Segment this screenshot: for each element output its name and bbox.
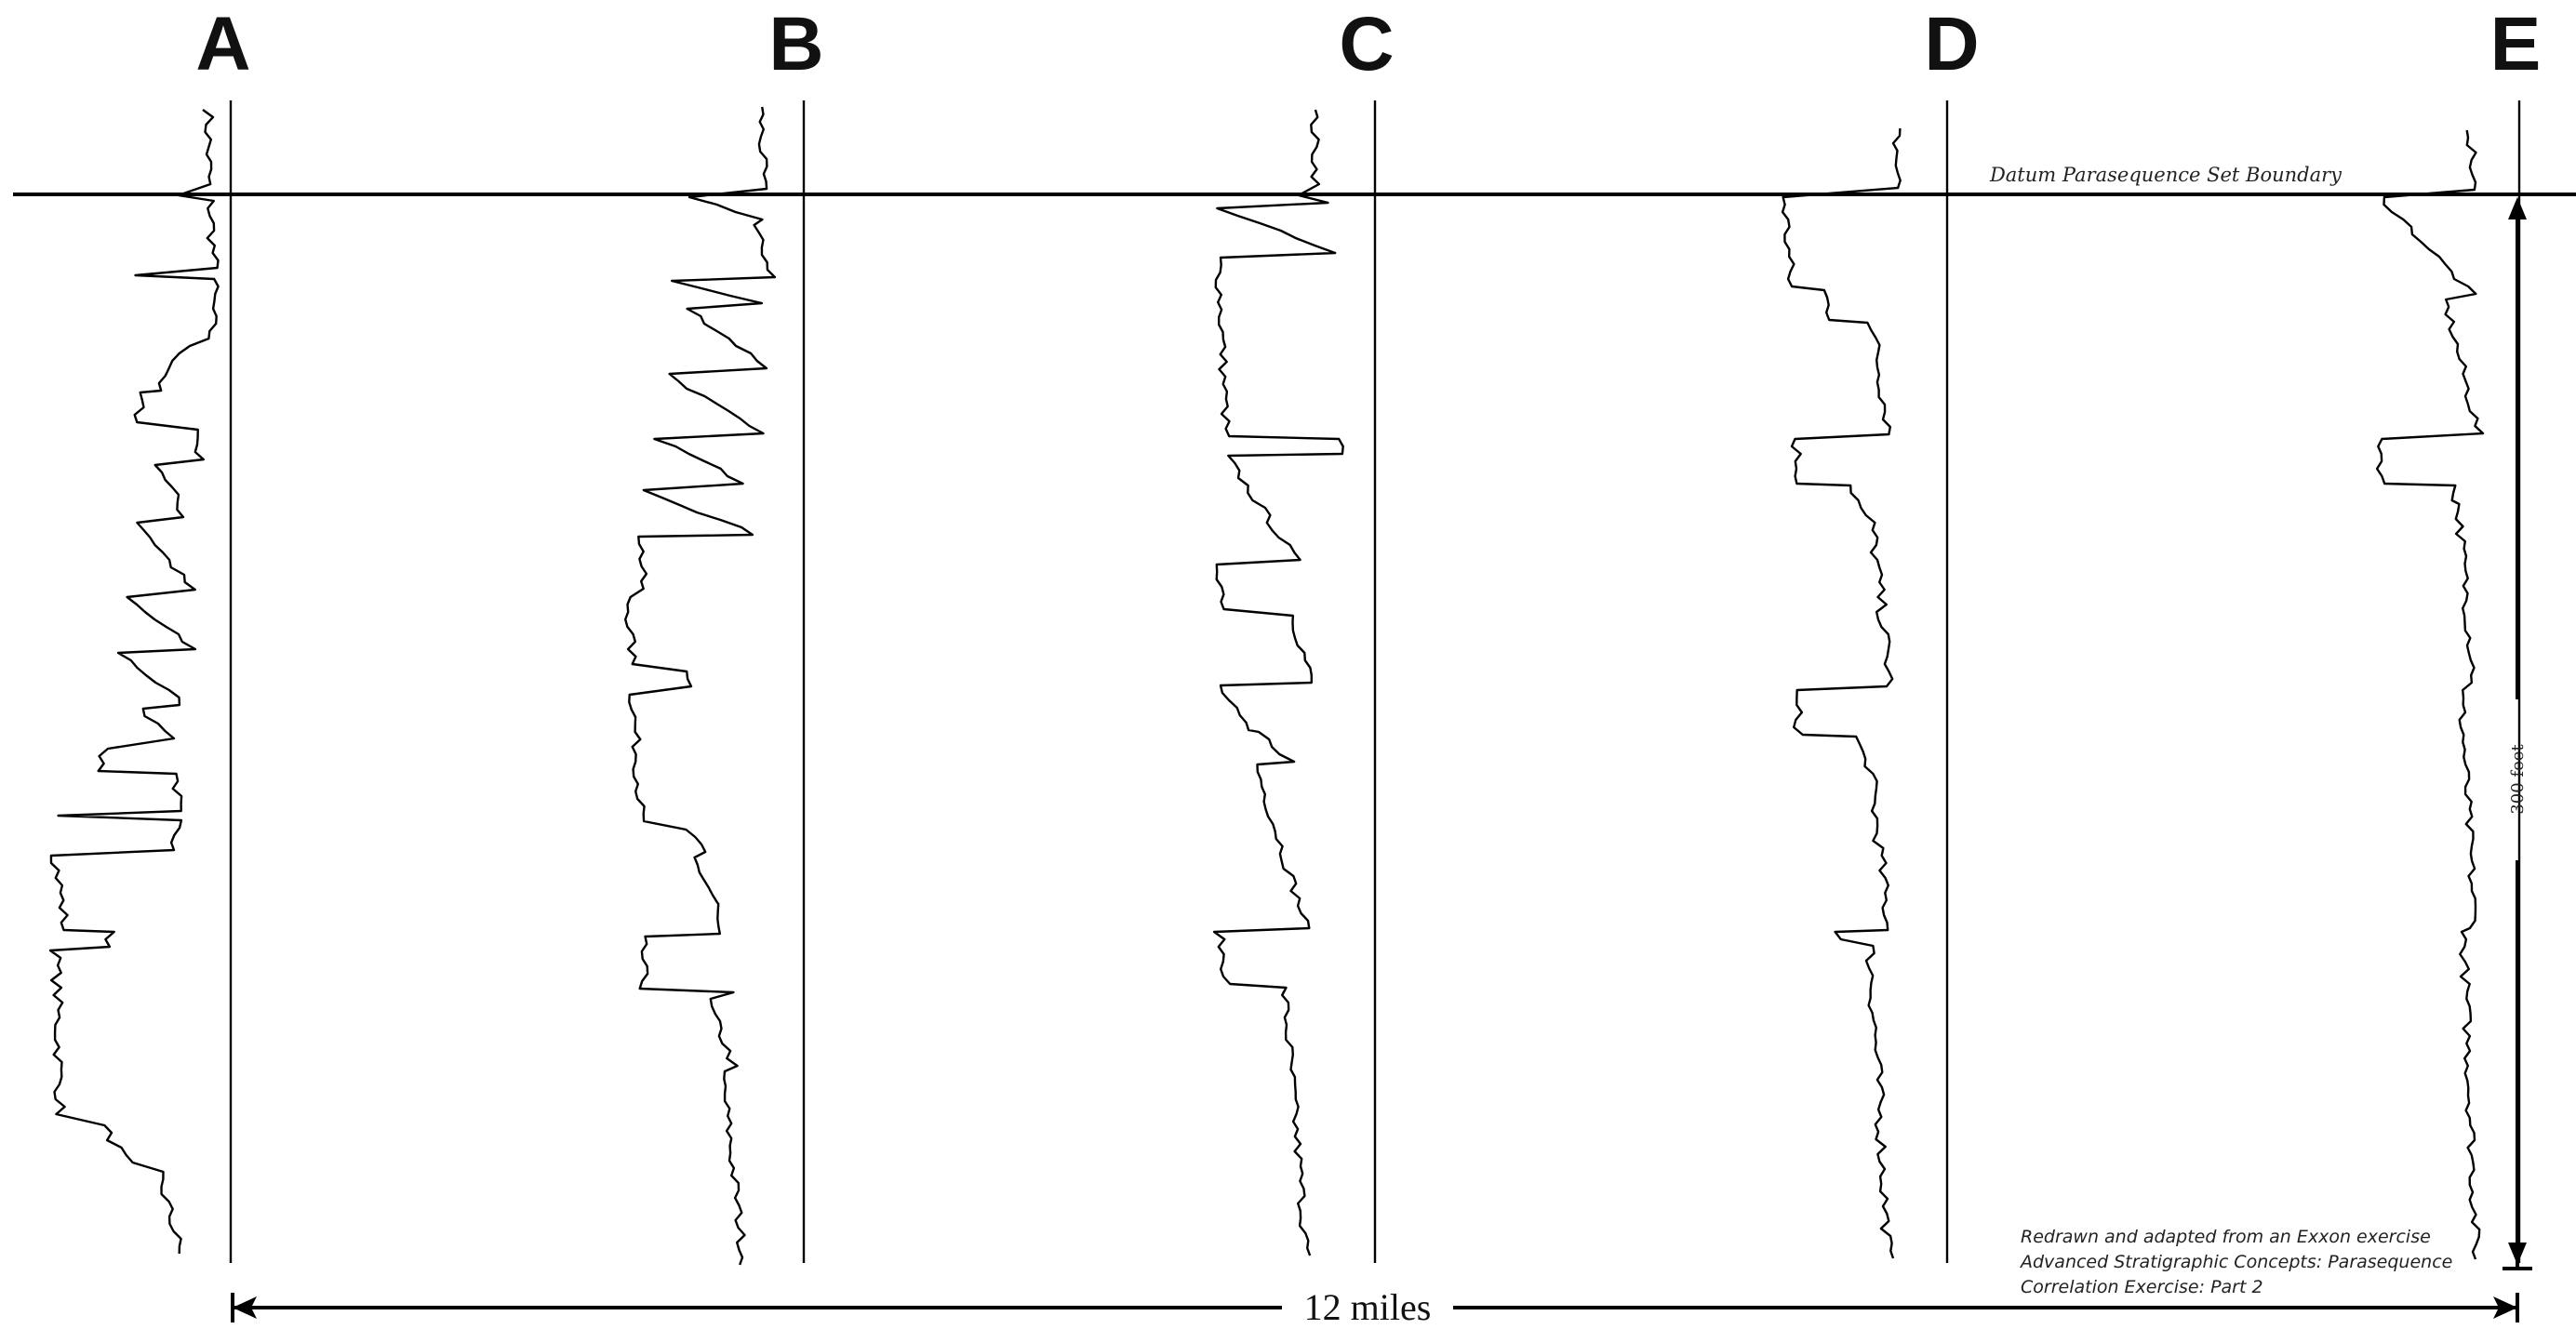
- well-label-c: C: [1339, 2, 1394, 86]
- scale-arrow-down-icon: [2508, 1243, 2527, 1265]
- credit-line-2: Advanced Stratigraphic Concepts: Paraseq…: [2019, 1252, 2452, 1272]
- horizontal-scale-label: 12 miles: [1304, 1286, 1432, 1328]
- scale-arrow-left-icon: [233, 1296, 257, 1319]
- vertical-scale-bar: 300 feet: [2503, 197, 2532, 1270]
- well-label-d: D: [1924, 2, 1979, 86]
- gamma-log-trace-e: [2375, 129, 2485, 1260]
- scale-arrow-right-icon: [2493, 1296, 2517, 1319]
- well-label-e: E: [2490, 2, 2542, 86]
- well-label-a: A: [195, 2, 250, 86]
- credit-line-3: Correlation Exercise: Part 2: [2021, 1277, 2263, 1297]
- gamma-log-trace-c: [1212, 109, 1344, 1256]
- datum-label: Datum Parasequence Set Boundary: [1989, 164, 2342, 186]
- gamma-log-trace-b: [624, 106, 777, 1266]
- well-label-b: B: [768, 2, 823, 86]
- horizontal-scale-bar: 12 miles: [231, 1286, 2519, 1328]
- gamma-log-trace-a: [48, 109, 220, 1255]
- credit-line-1: Redrawn and adapted from an Exxon exerci…: [2021, 1227, 2431, 1247]
- gamma-log-trace-d: [1781, 127, 1902, 1259]
- vertical-scale-label: 300 feet: [2508, 744, 2528, 815]
- credit-block: Redrawn and adapted from an Exxon exerci…: [2019, 1227, 2452, 1297]
- scale-arrow-up-icon: [2508, 197, 2527, 219]
